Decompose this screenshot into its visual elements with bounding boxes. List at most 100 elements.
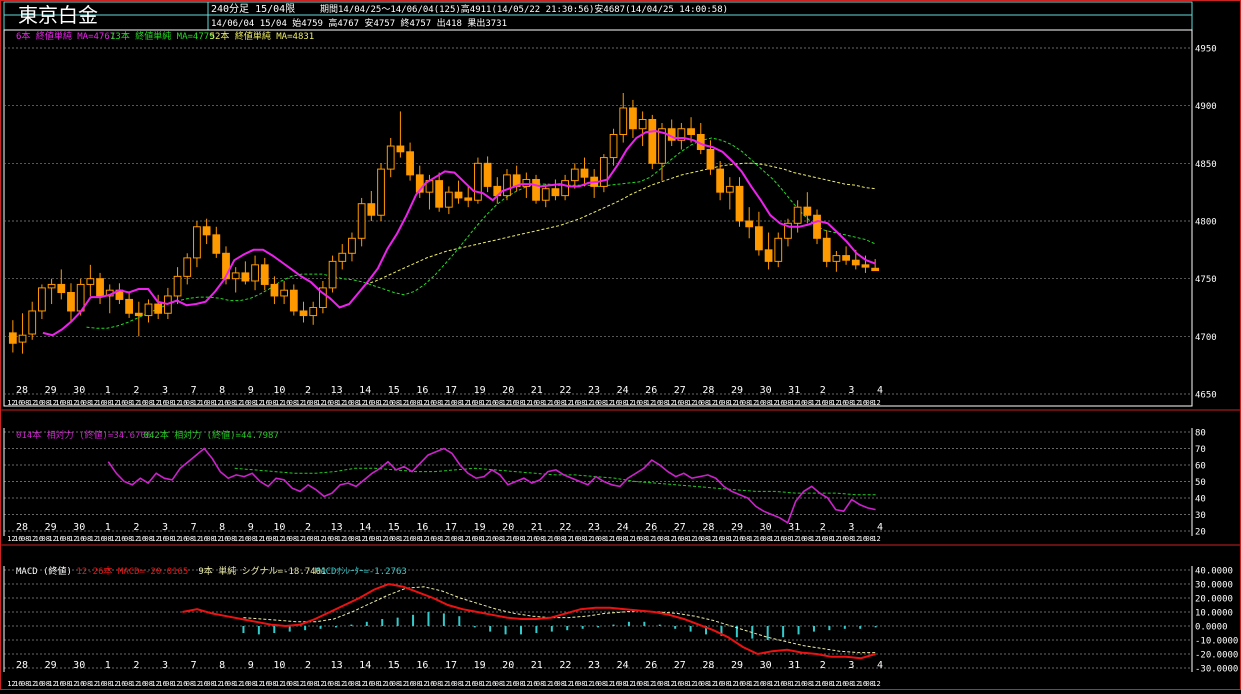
macd-time-label: 16 <box>364 680 372 688</box>
price-time-label: 12 <box>440 399 448 407</box>
rsi-time-label: 08 <box>21 535 29 543</box>
rsi-time-label: 12 <box>481 535 489 543</box>
macd-time-label: 08 <box>371 680 379 688</box>
candle-body <box>231 272 240 280</box>
price-time-label: 12 <box>131 399 139 407</box>
price-date-label: 14 <box>359 385 371 396</box>
macd-date-label: 28 <box>702 660 714 671</box>
macd-legend-item-1: 12-26本 MACD=-20.0165 <box>76 565 188 577</box>
candle-body <box>212 234 221 254</box>
macd-time-label: 12 <box>440 680 448 688</box>
macd-time-label: 08 <box>865 680 873 688</box>
rsi-time-label: 08 <box>824 535 832 543</box>
macd-time-label: 16 <box>179 680 187 688</box>
rsi-date-label: 28 <box>16 522 28 533</box>
candle-body <box>125 298 134 314</box>
rsi-time-label: 08 <box>557 535 565 543</box>
macd-date-label: 29 <box>731 660 743 671</box>
price-time-label: 16 <box>14 399 22 407</box>
rsi-time-label: 16 <box>117 535 125 543</box>
candle-body <box>260 264 269 285</box>
macd-time-label: 12 <box>69 680 77 688</box>
price-date-label: 8 <box>219 385 225 396</box>
price-time-label: 12 <box>872 399 880 407</box>
macd-time-label: 12 <box>769 680 777 688</box>
rsi-time-label: 16 <box>138 535 146 543</box>
price-time-label: 08 <box>536 399 544 407</box>
rsi-time-label: 16 <box>261 535 269 543</box>
macd-date-label: 4 <box>877 660 883 671</box>
price-time-label: 12 <box>69 399 77 407</box>
price-time-label: 08 <box>680 399 688 407</box>
rsi-time-label: 08 <box>577 535 585 543</box>
price-time-label: 12 <box>90 399 98 407</box>
price-date-label: 2 <box>133 385 139 396</box>
price-tick: 4800 <box>1195 218 1217 228</box>
candle-body <box>522 178 531 187</box>
price-time-label: 16 <box>694 399 702 407</box>
price-date-label: 22 <box>559 385 571 396</box>
price-time-label: 16 <box>653 399 661 407</box>
price-time-label: 16 <box>776 399 784 407</box>
rsi-time-label: 08 <box>289 535 297 543</box>
candle-body <box>822 237 831 262</box>
rsi-time-label: 12 <box>110 535 118 543</box>
macd-time-label: 08 <box>412 680 420 688</box>
candle-body <box>541 188 550 201</box>
macd-time-label: 08 <box>474 680 482 688</box>
macd-date-label: 3 <box>162 660 168 671</box>
rsi-date-label: 26 <box>645 522 657 533</box>
price-time-label: 16 <box>756 399 764 407</box>
rsi-time-label: 12 <box>831 535 839 543</box>
price-time-label: 08 <box>639 399 647 407</box>
candle-body <box>658 128 666 164</box>
rsi-time-label: 16 <box>302 535 310 543</box>
rsi-time-label: 16 <box>776 535 784 543</box>
macd-tick: -20.0000 <box>1195 651 1238 661</box>
rsi-time-label: 08 <box>351 535 359 543</box>
price-time-label: 16 <box>735 399 743 407</box>
rsi-time-label: 08 <box>783 535 791 543</box>
price-date-label: 24 <box>617 385 629 396</box>
rsi-date-label: 19 <box>474 522 486 533</box>
rsi-time-label: 12 <box>687 535 695 543</box>
macd-date-label: 10 <box>273 660 285 671</box>
macd-time-label: 08 <box>124 680 132 688</box>
price-time-label: 12 <box>378 399 386 407</box>
macd-time-label: 16 <box>550 680 558 688</box>
rsi-time-label: 16 <box>158 535 166 543</box>
candle-body <box>677 128 686 141</box>
macd-time-label: 16 <box>282 680 290 688</box>
price-date-label: 30 <box>73 385 85 396</box>
macd-time-label: 12 <box>687 680 695 688</box>
price-time-label: 16 <box>199 399 207 407</box>
price-time-label: 16 <box>55 399 63 407</box>
price-time-label: 12 <box>502 399 510 407</box>
macd-time-label: 08 <box>145 680 153 688</box>
rsi-time-label: 16 <box>591 535 599 543</box>
rsi-time-label: 16 <box>653 535 661 543</box>
rsi-time-label: 12 <box>563 535 571 543</box>
price-time-label: 12 <box>110 399 118 407</box>
rsi-date-label: 2 <box>133 522 139 533</box>
rsi-time-label: 12 <box>296 535 304 543</box>
rsi-time-label: 12 <box>193 535 201 543</box>
price-time-label: 12 <box>419 399 427 407</box>
macd-lines <box>182 582 877 660</box>
macd-date-label: 27 <box>674 660 686 671</box>
rsi-time-label: 16 <box>96 535 104 543</box>
candle-body <box>561 180 570 197</box>
macd-time-label: 12 <box>481 680 489 688</box>
candle-body <box>193 226 201 259</box>
ma52-polyline <box>365 162 876 285</box>
macd-time-label: 08 <box>227 680 235 688</box>
rsi-time-label: 12 <box>357 535 365 543</box>
macd-time-label: 12 <box>666 680 674 688</box>
macd-time-label: 12 <box>172 680 180 688</box>
price-time-label: 08 <box>515 399 523 407</box>
macd-time-label: 16 <box>529 680 537 688</box>
macd-time-label: 12 <box>234 680 242 688</box>
candle-body <box>57 283 66 294</box>
price-time-label: 16 <box>76 399 84 407</box>
macd-time-label: 16 <box>735 680 743 688</box>
